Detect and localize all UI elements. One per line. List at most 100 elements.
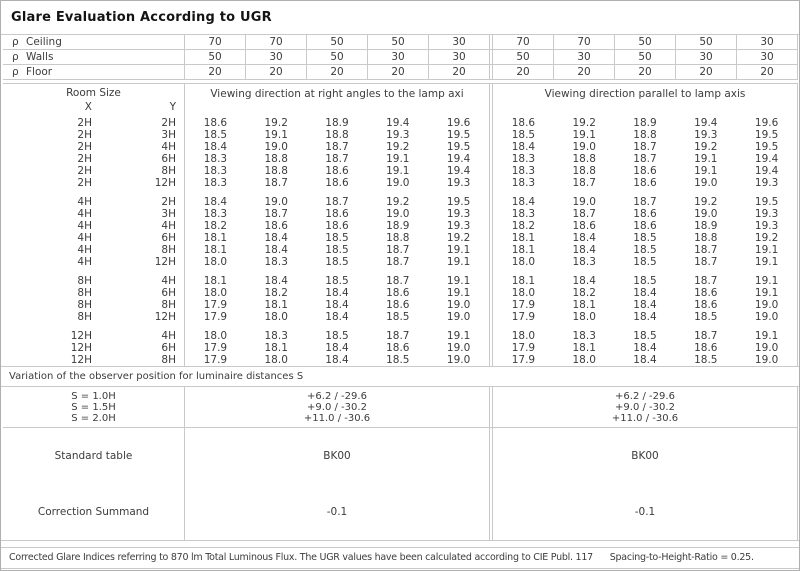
room-size-cells: 8H 6H (3, 287, 184, 299)
reflectance-value-cell: 20 (614, 65, 675, 79)
s-variation-value: +6.2 / -29.6 (615, 391, 675, 402)
reflectance-value-cell: 30 (245, 50, 306, 64)
ugr-value-cell: 19.1 (264, 129, 288, 141)
ugr-value-cell: 18.3 (264, 256, 288, 268)
ugr-value-cell: 18.6 (325, 220, 349, 232)
reflectance-value-cell: 30 (736, 35, 797, 49)
ugr-value-cell: 18.4 (325, 311, 349, 323)
reflectance-value-cell: 50 (614, 35, 675, 49)
room-size-cells: 2H 12H (3, 177, 184, 189)
ugr-value-cell: 19.4 (446, 165, 471, 177)
reflectance-value-cell: 70 (208, 36, 222, 48)
ugr-value-cell: 18.5 (386, 311, 410, 323)
ugr-row: 8H 12H 17.9 18.0 18.4 18.5 19.0 17.9 18.0 18.4 18.… (3, 311, 798, 323)
s-distance-label: S = 2.0H (71, 413, 116, 424)
ugr-value-cell: 18.0 (572, 354, 596, 366)
ugr-value-cell: 18.7 (694, 275, 718, 287)
ugr-value-cell: 18.5 (325, 330, 349, 342)
ugr-values-left: 18.0 18.3 18.5 18.7 19.1 (184, 330, 490, 342)
reflectance-value-cell: 20 (516, 66, 530, 78)
reflectance-value-cell: 20 (675, 65, 736, 79)
ugr-row: 4H 8H 18.1 18.4 18.5 18.7 19.1 18.1 18.4 18.5 18.7… (3, 244, 798, 256)
reflectance-value-cell: 50 (306, 50, 367, 64)
ugr-value-cell: 18.7 (325, 196, 349, 208)
room-size-cells: 12H 6H (3, 342, 184, 354)
ugr-values-left: 18.1 18.4 18.5 18.8 19.2 (184, 232, 490, 244)
reflectance-value-cell: 20 (245, 65, 306, 79)
room-y-cell: 4H (161, 330, 176, 342)
ugr-value-cell: 18.9 (694, 220, 718, 232)
ugr-value-cell: 18.4 (264, 244, 288, 256)
room-y-cell: 3H (161, 129, 176, 141)
ugr-value-cell: 18.4 (511, 141, 536, 153)
ugr-row: 2H 6H 18.3 18.8 18.7 19.1 19.4 18.3 18.8 18.7 19.1… (3, 153, 798, 165)
ugr-values-right (492, 323, 798, 330)
ugr-values-left: 18.3 18.8 18.6 19.1 19.4 (184, 165, 490, 177)
ugr-value-cell: 18.6 (386, 287, 410, 299)
ugr-values-left: 17.9 18.0 18.4 18.5 19.0 (184, 311, 490, 323)
reflectance-value-cell: 20 (208, 66, 222, 78)
ugr-value-cell: 18.5 (325, 275, 349, 287)
ugr-value-cell: 18.3 (203, 208, 228, 220)
ugr-values-right: 18.0 18.3 18.5 18.7 19.1 (492, 256, 798, 268)
ugr-value-cell: 18.8 (572, 165, 596, 177)
reflectance-values-left: 20 20 20 20 20 (184, 65, 490, 79)
ugr-value-cell: 18.0 (264, 354, 288, 366)
ugr-value-cell: 18.1 (572, 342, 596, 354)
ugr-values-right: 18.4 19.0 18.7 19.2 19.5 (492, 141, 798, 153)
ugr-value-cell: 18.0 (572, 311, 596, 323)
ugr-value-cell: 18.1 (264, 299, 288, 311)
ugr-value-cell: 18.3 (264, 330, 288, 342)
ugr-values-right: 18.1 18.4 18.5 18.8 19.2 (492, 232, 798, 244)
reflectance-row-label: ρ Floor (3, 65, 184, 79)
room-size-cells: 4H 6H (3, 232, 184, 244)
reflectance-row-label: ρ Walls (3, 50, 184, 64)
ugr-value-cell: 18.2 (264, 287, 288, 299)
ugr-values-right: 18.1 18.4 18.5 18.7 19.1 (492, 244, 798, 256)
ugr-value-cell: 18.8 (694, 232, 718, 244)
standard-table-left-value: BK00 (184, 428, 490, 484)
ugr-value-cell: 18.4 (633, 311, 657, 323)
ugr-value-cell: 19.0 (754, 342, 779, 354)
ugr-value-cell: 19.2 (694, 196, 718, 208)
room-size-cells: 2H 8H (3, 165, 184, 177)
right-half-heading: Viewing direction parallel to lamp axis (492, 84, 798, 117)
reflectance-values-left: 50 30 50 30 30 (184, 50, 490, 64)
ugr-value-cell: 18.6 (325, 208, 349, 220)
ugr-value-cell: 18.4 (203, 196, 228, 208)
ugr-values-left (184, 268, 490, 275)
reflectance-value-cell: 20 (306, 65, 367, 79)
footer-ratio-text: Spacing-to-Height-Ratio = 0.25. (609, 552, 754, 563)
room-x-cell: 4H (77, 196, 92, 208)
room-size-cells: 12H 8H (3, 354, 184, 366)
ugr-value-cell: 19.0 (446, 299, 471, 311)
reflectance-surface-label: Ceiling (26, 36, 62, 48)
ugr-value-cell: 18.7 (325, 153, 349, 165)
standard-table-label: Standard table (54, 450, 133, 462)
ugr-value-cell: 18.6 (633, 177, 657, 189)
room-size-cells (3, 268, 184, 275)
ugr-values-left: 18.2 18.6 18.6 18.9 19.3 (184, 220, 490, 232)
room-x-cell: 8H (77, 311, 92, 323)
ugr-value-cell: 18.7 (694, 330, 718, 342)
ugr-value-cell: 18.9 (633, 117, 657, 129)
ugr-row: 4H 4H 18.2 18.6 18.6 18.9 19.3 18.2 18.6 18.6 18.9… (3, 220, 798, 232)
ugr-values-left: 18.0 18.3 18.5 18.7 19.1 (184, 256, 490, 268)
ugr-value-cell: 18.6 (386, 299, 410, 311)
ugr-value-cell: 18.4 (325, 299, 349, 311)
ugr-value-cell: 19.3 (446, 220, 471, 232)
ugr-values-right: 18.0 18.3 18.5 18.7 19.1 (492, 330, 798, 342)
room-y-cell: 6H (161, 287, 176, 299)
ugr-value-cell: 18.0 (511, 256, 536, 268)
room-y-cell: 8H (161, 165, 176, 177)
room-size-cells: 2H 4H (3, 141, 184, 153)
ugr-value-cell: 19.0 (264, 196, 288, 208)
ugr-row: 4H 12H 18.0 18.3 18.5 18.7 19.1 18.0 18.3 18.5 18.… (3, 256, 798, 268)
reflectance-surface-label: Walls (26, 51, 54, 63)
ugr-value-cell: 19.0 (572, 141, 596, 153)
rho-symbol: ρ (12, 51, 19, 63)
ugr-values-right: 18.4 19.0 18.7 19.2 19.5 (492, 196, 798, 208)
s-variation-value: +9.0 / -30.2 (307, 402, 367, 413)
reflectance-table: ρ Ceiling 70 70 50 50 30 70 70 50 50 30 ρ Walls 50 30 50… (1, 35, 799, 80)
